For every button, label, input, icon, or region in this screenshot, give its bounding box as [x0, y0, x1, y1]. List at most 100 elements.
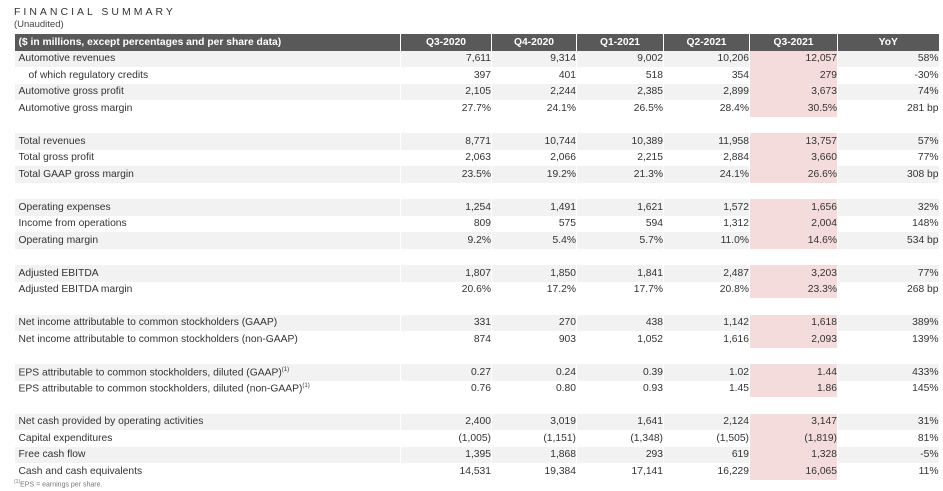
table-cell: 26.6% — [749, 166, 838, 183]
footnote: (1)EPS = earnings per share. — [14, 479, 102, 488]
table-cell: 0.27 — [400, 364, 492, 381]
row-label: EPS attributable to common stockholders,… — [15, 364, 401, 381]
column-header-q2-2021: Q2-2021 — [663, 34, 750, 51]
table-cell: 874 — [400, 331, 492, 348]
row-label: Total revenues — [15, 133, 401, 150]
row-label-text: Automotive gross margin — [18, 102, 133, 114]
table-cell: 16,229 — [663, 463, 750, 480]
table-cell: 1.45 — [663, 380, 750, 397]
group-spacer — [14, 182, 939, 199]
table-cell: 1,616 — [663, 331, 750, 348]
table-cell: 2,215 — [576, 149, 664, 166]
table-cell: 139% — [837, 331, 939, 348]
table-cell: 27.7% — [400, 100, 492, 117]
spacer-cell — [14, 397, 939, 414]
table-row: Automotive revenues 7,611 9,314 9,002 10,206… — [14, 50, 939, 67]
table-cell: 1,841 — [576, 265, 664, 282]
row-label: Adjusted EBITDA margin — [15, 282, 401, 299]
table-row: Operating expenses 1,254 1,491 1,621 1,572 1,… — [14, 199, 939, 216]
table-cell: 2,385 — [576, 83, 664, 100]
table-cell: 2,884 — [663, 149, 750, 166]
table-cell: 0.93 — [576, 380, 664, 397]
table-cell: 1,328 — [749, 446, 838, 463]
table-row: Net income attributable to common stockh… — [14, 314, 939, 331]
spacer-cell — [14, 248, 939, 265]
table-cell: 1,491 — [491, 199, 577, 216]
footnote-text: EPS = earnings per share. — [20, 481, 103, 489]
row-label-text: Net income attributable to common stockh… — [18, 333, 298, 345]
table-cell: 17.2% — [491, 281, 577, 298]
table-cell: 401 — [491, 67, 577, 84]
table-header-row: ($ in millions, except percentages and p… — [14, 34, 939, 51]
table-cell: 11% — [837, 463, 939, 480]
table-cell: 1,142 — [663, 314, 750, 331]
table-cell: 1,618 — [749, 314, 838, 331]
row-label: Income from operations — [15, 216, 401, 233]
table-cell: 3,203 — [749, 265, 838, 282]
table-cell: 518 — [576, 67, 664, 84]
table-cell: 2,244 — [491, 83, 577, 100]
table-cell: 11.0% — [663, 232, 750, 249]
table-cell: 1,254 — [400, 199, 492, 216]
table-cell: 575 — [491, 215, 577, 232]
table-cell: 433% — [837, 364, 939, 381]
table-cell: 331 — [400, 314, 492, 331]
table-row: Total revenues 8,771 10,744 10,389 11,958 13,… — [14, 133, 939, 150]
table-cell: 17.7% — [576, 281, 664, 298]
table-cell: 1,621 — [576, 199, 664, 216]
table-cell: 354 — [663, 67, 750, 84]
table-cell: 389% — [837, 314, 939, 331]
spacer-cell — [14, 347, 939, 364]
table-cell: 28.4% — [663, 100, 750, 117]
table-cell: 1,850 — [491, 265, 577, 282]
table-row: EPS attributable to common stockholders,… — [14, 364, 939, 381]
table-cell: (1,505) — [663, 430, 750, 447]
row-label: Automotive gross profit — [15, 84, 401, 101]
table-cell: 10,744 — [491, 133, 577, 150]
table-row: Capital expenditures (1,005) (1,151) (1,348… — [14, 430, 939, 447]
table-row: Total gross profit 2,063 2,066 2,215 2,884 3,… — [14, 149, 939, 166]
table-cell: 20.8% — [663, 281, 750, 298]
table-row: EPS attributable to common stockholders,… — [14, 380, 939, 397]
table-row: Automotive gross margin 27.7% 24.1% 26.5% 28… — [14, 100, 939, 117]
table-cell: 534 bp — [837, 232, 939, 249]
table-cell: 21.3% — [576, 166, 664, 183]
table-cell: 24.1% — [663, 166, 750, 183]
table-cell: 11,958 — [663, 133, 750, 150]
table-cell: -5% — [837, 446, 939, 463]
row-label-text: Automotive revenues — [18, 53, 116, 65]
table-cell: 2,063 — [400, 149, 492, 166]
table-cell: (1,005) — [400, 430, 492, 447]
group-spacer — [14, 116, 939, 133]
page-title: FINANCIAL SUMMARY — [14, 6, 176, 18]
table-cell: 148% — [837, 215, 939, 232]
table-cell: 58% — [837, 50, 939, 67]
table-cell: 308 bp — [837, 166, 939, 183]
table-cell: 26.5% — [576, 100, 664, 117]
table-row: Net income attributable to common stockh… — [14, 331, 939, 348]
table-cell: 2,400 — [400, 413, 492, 430]
row-label-text: Operating expenses — [18, 201, 111, 213]
row-label: Free cash flow — [15, 447, 401, 464]
table-cell: 8,771 — [400, 133, 492, 150]
table-cell: 903 — [491, 331, 577, 348]
table-cell: 1,807 — [400, 265, 492, 282]
table-cell: 19.2% — [491, 166, 577, 183]
table-cell: 1,312 — [663, 215, 750, 232]
table-cell: 1.02 — [663, 364, 750, 381]
table-cell: 31% — [837, 413, 939, 430]
table-cell: 2,004 — [749, 215, 838, 232]
row-label-text: Operating margin — [18, 234, 99, 246]
page-subtitle: (Unaudited) — [14, 19, 64, 30]
table-cell: 10,389 — [576, 133, 664, 150]
table-cell: 397 — [400, 67, 492, 84]
row-label: Net income attributable to common stockh… — [15, 331, 401, 348]
row-label-text: Total GAAP gross margin — [18, 168, 134, 180]
table-cell: (1,151) — [491, 430, 577, 447]
table-cell: 1,052 — [576, 331, 664, 348]
row-label: Total GAAP gross margin — [15, 166, 401, 183]
row-label: Operating margin — [15, 232, 401, 249]
table-cell: 809 — [400, 215, 492, 232]
table-cell: 13,757 — [749, 133, 838, 150]
table-cell: 3,019 — [491, 413, 577, 430]
